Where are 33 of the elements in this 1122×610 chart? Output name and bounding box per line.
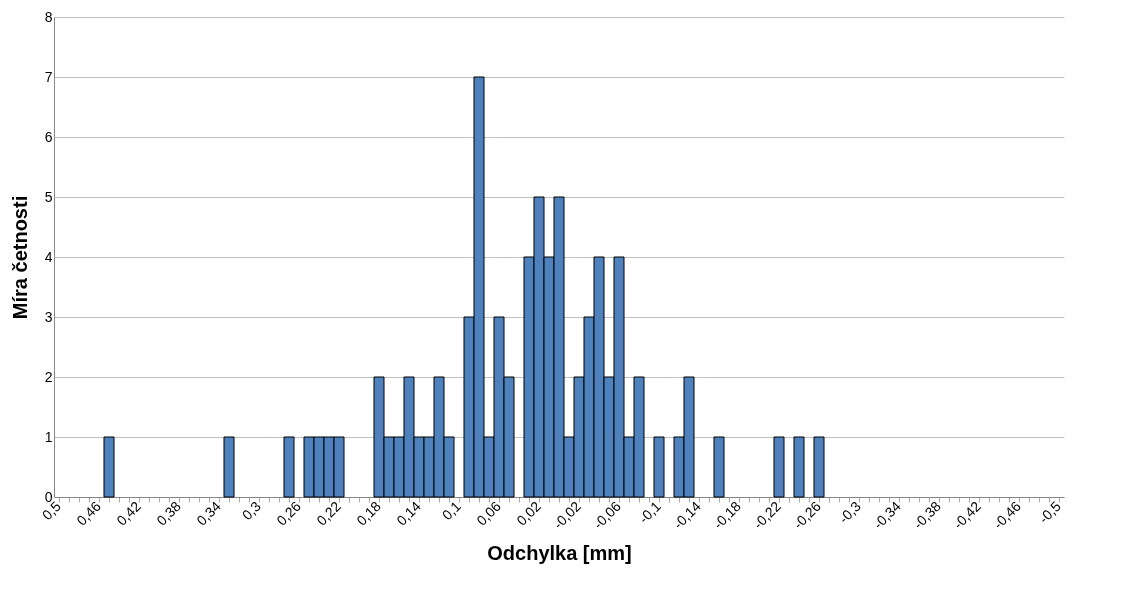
- x-tick-label: 0,14: [393, 497, 425, 529]
- bar: [793, 436, 805, 498]
- bar: [283, 436, 295, 498]
- bar: [773, 436, 785, 498]
- bar: [223, 436, 235, 498]
- x-axis-title: Odchylka [mm]: [487, 542, 632, 565]
- y-tick-label: 5: [44, 188, 53, 205]
- x-tick-label: 0,02: [513, 497, 545, 529]
- y-axis-title: Míra četnosti: [8, 195, 31, 320]
- x-tick-label: 0,42: [113, 497, 145, 529]
- x-tick-label: 0,06: [473, 497, 505, 529]
- bar: [713, 436, 725, 498]
- bar: [813, 436, 825, 498]
- x-tick-label: 0,46: [73, 497, 105, 529]
- x-tick-label: 0,34: [193, 497, 225, 529]
- x-tick-label: -0,3: [835, 497, 865, 527]
- x-tick-label: 0,26: [273, 497, 305, 529]
- y-tick-label: 7: [44, 68, 53, 85]
- x-tick-label: 0,22: [313, 497, 345, 529]
- y-tick-label: 3: [44, 308, 53, 325]
- y-tick-label: 2: [44, 368, 53, 385]
- x-tick-label: 0,1: [438, 497, 465, 524]
- y-tick-label: 6: [44, 128, 53, 145]
- x-tick-label: -0,1: [635, 497, 665, 527]
- y-tick-label: 8: [44, 8, 53, 25]
- x-tick-label: 0,18: [353, 497, 385, 529]
- bar: [653, 436, 665, 498]
- x-tick-label: 0,3: [238, 497, 265, 524]
- x-tick-label: 0,38: [153, 497, 185, 529]
- y-tick-label: 4: [44, 248, 53, 265]
- y-tick-label: 1: [44, 428, 53, 445]
- bar: [103, 436, 115, 498]
- x-tick-label: -0,5: [1035, 497, 1065, 527]
